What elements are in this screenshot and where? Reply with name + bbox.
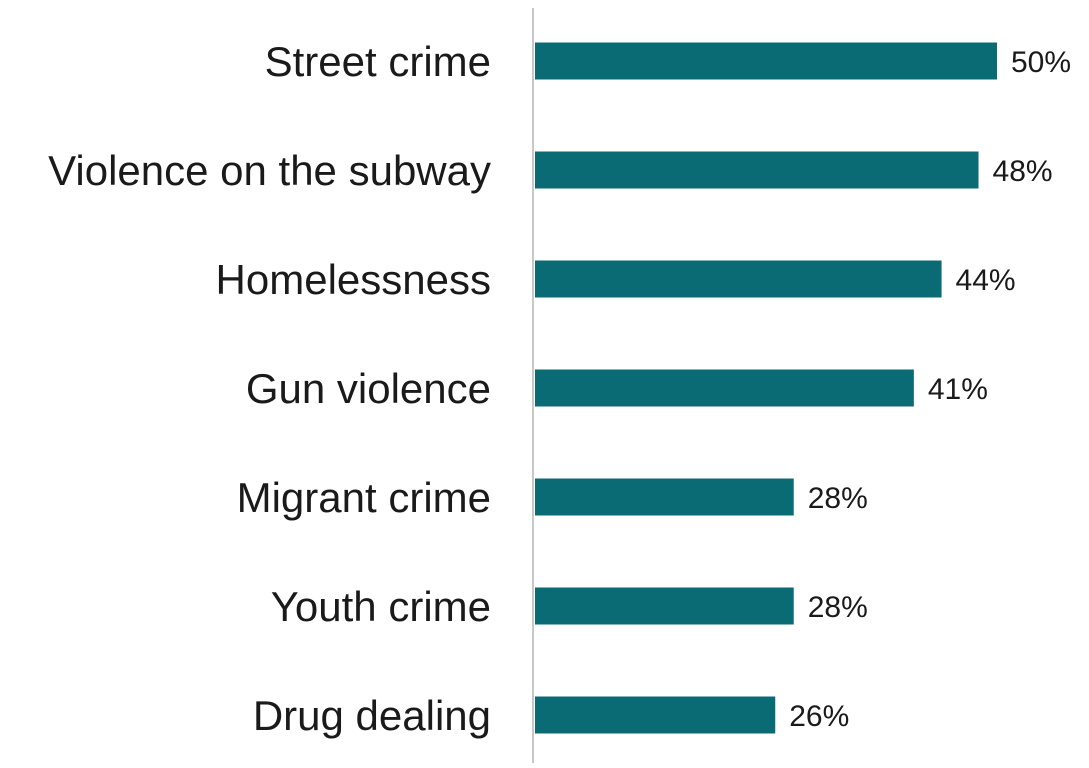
category-label: Gun violence	[246, 365, 491, 412]
bar	[535, 478, 794, 516]
bar	[535, 42, 997, 80]
category-label: Drug dealing	[253, 692, 491, 739]
value-label: 50%	[1011, 46, 1071, 79]
value-labels: 50% 48% 44% 41% 28% 28% 26%	[789, 46, 1071, 733]
category-label: Migrant crime	[237, 474, 491, 521]
bars	[535, 42, 997, 734]
bar	[535, 696, 776, 734]
bar	[535, 260, 942, 298]
value-label: 48%	[993, 155, 1053, 188]
value-label: 44%	[956, 264, 1016, 297]
value-label: 28%	[808, 482, 868, 515]
bar	[535, 587, 794, 625]
category-label: Street crime	[265, 38, 491, 85]
category-label: Youth crime	[271, 583, 491, 630]
category-label: Homelessness	[216, 256, 491, 303]
category-labels: Street crime Violence on the subway Homele…	[48, 38, 491, 739]
bar	[535, 369, 914, 407]
bar	[535, 151, 979, 189]
value-label: 41%	[928, 373, 988, 406]
value-label: 26%	[789, 700, 849, 733]
value-label: 28%	[808, 591, 868, 624]
category-label: Violence on the subway	[48, 147, 491, 194]
